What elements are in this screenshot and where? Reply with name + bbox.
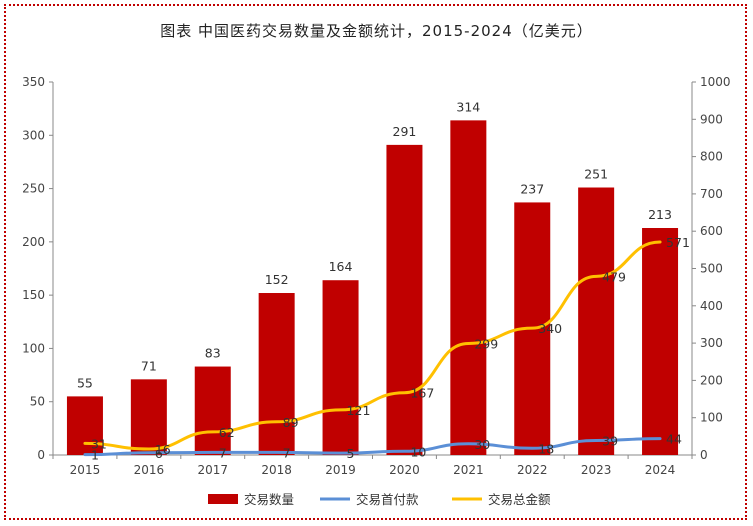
- y-right-tick-label: 600: [700, 224, 723, 238]
- total-label: 340: [538, 321, 562, 336]
- y-left-tick-label: 250: [22, 182, 45, 196]
- y-right-tick-label: 900: [700, 112, 723, 126]
- x-tick-label: 2024: [645, 463, 676, 477]
- legend-label: 交易数量: [244, 492, 294, 507]
- bar-label: 237: [520, 181, 544, 196]
- y-right-tick-label: 300: [700, 336, 723, 350]
- upfront-label: 18: [538, 441, 554, 456]
- y-left-tick-label: 300: [22, 128, 45, 142]
- x-tick-label: 2015: [70, 463, 101, 477]
- total-label: 31: [91, 436, 107, 451]
- y-left-tick-label: 100: [22, 341, 45, 355]
- upfront-label: 30: [474, 437, 490, 452]
- bar-2020: [386, 144, 423, 455]
- upfront-label: 7: [283, 445, 291, 460]
- chart-frame: [4, 4, 747, 520]
- y-right-tick-label: 0: [700, 448, 708, 462]
- bar-label: 55: [77, 375, 93, 390]
- x-tick-label: 2019: [325, 463, 356, 477]
- bar-label: 213: [648, 207, 672, 222]
- bar-2018: [258, 293, 295, 455]
- bar-2019: [322, 280, 359, 455]
- x-tick-label: 2023: [581, 463, 612, 477]
- bar-2023: [578, 187, 615, 455]
- upfront-label: 39: [602, 433, 618, 448]
- y-left-tick-label: 0: [37, 448, 45, 462]
- y-left-tick-label: 150: [22, 288, 45, 302]
- x-tick-label: 2020: [389, 463, 420, 477]
- bar-label: 314: [456, 99, 480, 114]
- x-tick-label: 2022: [517, 463, 548, 477]
- y-right-tick-label: 400: [700, 299, 723, 313]
- x-tick-label: 2018: [261, 463, 292, 477]
- y-right-tick-label: 800: [700, 150, 723, 164]
- bar-2017: [194, 366, 231, 455]
- upfront-label: 7: [219, 445, 227, 460]
- bar-label: 83: [205, 346, 221, 361]
- legend-swatch-bar: [208, 494, 238, 504]
- legend-label: 交易总金额: [488, 492, 551, 507]
- total-label: 479: [602, 269, 626, 284]
- x-tick-label: 2021: [453, 463, 484, 477]
- bar-label: 251: [584, 167, 608, 182]
- y-left-tick-label: 350: [22, 75, 45, 89]
- x-tick-label: 2017: [197, 463, 228, 477]
- total-label: 62: [219, 425, 235, 440]
- total-label: 16: [155, 442, 171, 457]
- legend-label: 交易首付款: [356, 492, 419, 507]
- y-right-tick-label: 500: [700, 262, 723, 276]
- upfront-label: 44: [666, 432, 682, 447]
- upfront-line: [83, 437, 662, 457]
- y-right-tick-label: 1000: [700, 75, 731, 89]
- upfront-label: 5: [347, 446, 355, 461]
- bar-label: 71: [141, 358, 157, 373]
- y-right-tick-label: 100: [700, 411, 723, 425]
- x-tick-label: 2016: [134, 463, 165, 477]
- total-label: 167: [410, 386, 434, 401]
- total-label: 89: [283, 415, 299, 430]
- bar-2016: [130, 379, 167, 455]
- total-line: [83, 240, 662, 451]
- chart-title: 图表 中国医药交易数量及金额统计，2015-2024（亿美元）: [160, 22, 593, 40]
- total-label: 121: [347, 403, 371, 418]
- total-label: 299: [474, 336, 498, 351]
- y-right-tick-label: 200: [700, 373, 723, 387]
- bar-label: 164: [329, 259, 353, 274]
- y-left-tick-label: 200: [22, 235, 45, 249]
- y-right-tick-label: 700: [700, 187, 723, 201]
- upfront-label: 10: [410, 444, 426, 459]
- bar-label: 152: [265, 272, 289, 287]
- total-label: 571: [666, 235, 690, 250]
- bar-2024: [642, 228, 679, 455]
- bar-2021: [450, 120, 487, 455]
- upfront-label: 6: [155, 446, 163, 461]
- y-left-tick-label: 50: [30, 395, 45, 409]
- bar-label: 291: [393, 124, 417, 139]
- upfront-label: 1: [91, 448, 99, 463]
